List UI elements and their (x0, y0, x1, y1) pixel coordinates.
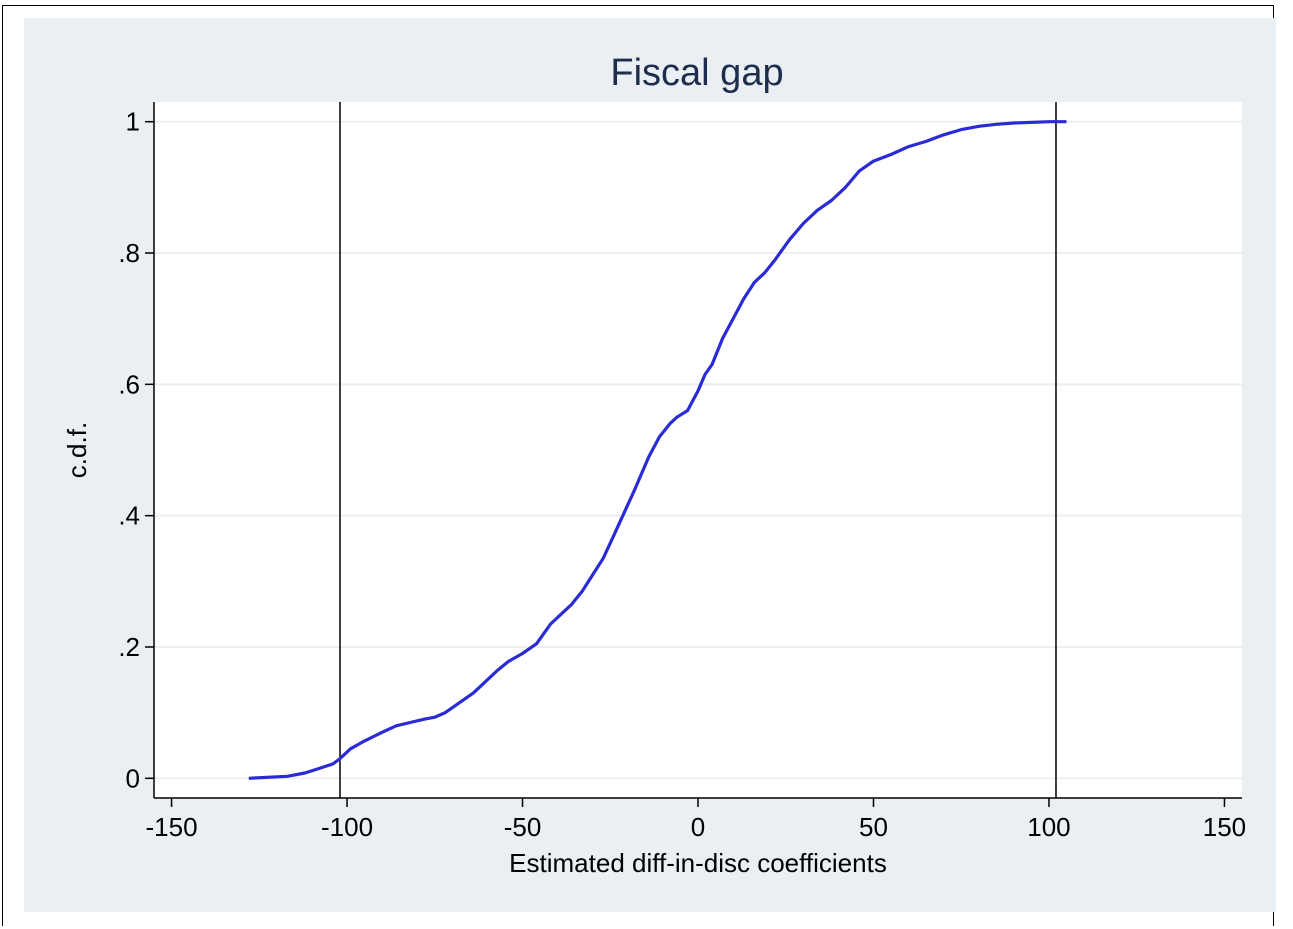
y-tick-label: .4 (118, 501, 140, 531)
reference-lines (339, 102, 1057, 798)
x-tick-label: -50 (504, 812, 542, 842)
chart-title: Fiscal gap (610, 52, 783, 94)
plot-area (154, 102, 1242, 798)
y-tick-label: 0 (126, 763, 140, 793)
x-axis-title: Estimated diff-in-disc coefficients (509, 848, 887, 878)
x-axis-ticks: -150 -100 -50 0 50 100 150 (146, 798, 1246, 842)
cdf-series-line (248, 120, 1067, 780)
y-tick-label: .8 (118, 238, 140, 268)
x-tick-label: -150 (146, 812, 198, 842)
y-tick-label: .2 (118, 632, 140, 662)
y-axis-ticks: 0 .2 .4 .6 .8 1 (118, 107, 154, 793)
y-axis-title: c.d.f. (62, 422, 92, 478)
x-tick-label: 0 (691, 812, 705, 842)
series-layer (248, 120, 1067, 780)
y-tick-label: 1 (126, 107, 140, 137)
x-tick-label: 150 (1203, 812, 1246, 842)
x-tick-label: 100 (1027, 812, 1070, 842)
y-tick-label: .6 (118, 369, 140, 399)
x-tick-label: 50 (859, 812, 888, 842)
x-tick-label: -100 (321, 812, 373, 842)
